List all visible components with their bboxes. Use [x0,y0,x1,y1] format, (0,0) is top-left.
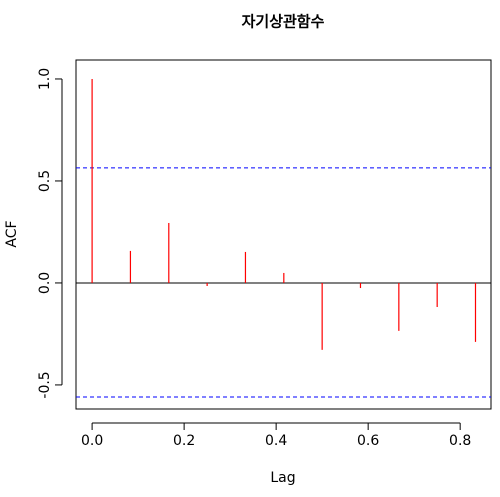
y-tick-label: 0.0 [37,272,53,294]
x-tick-label: 0.8 [449,433,471,449]
chart-title: 자기상관함수 [242,13,325,31]
x-tick-label: 0.6 [357,433,379,449]
y-axis-label: ACF [4,220,20,247]
plot-box [75,59,492,410]
x-tick-label: 0.2 [173,433,195,449]
x-tick-label: 0.0 [81,433,103,449]
y-tick-label: 0.5 [37,170,53,192]
y-tick-label: 1.0 [37,68,53,90]
x-axis-label: Lag [270,470,295,486]
y-tick-label: -0.5 [37,371,53,398]
x-tick-label: 0.4 [265,433,287,449]
